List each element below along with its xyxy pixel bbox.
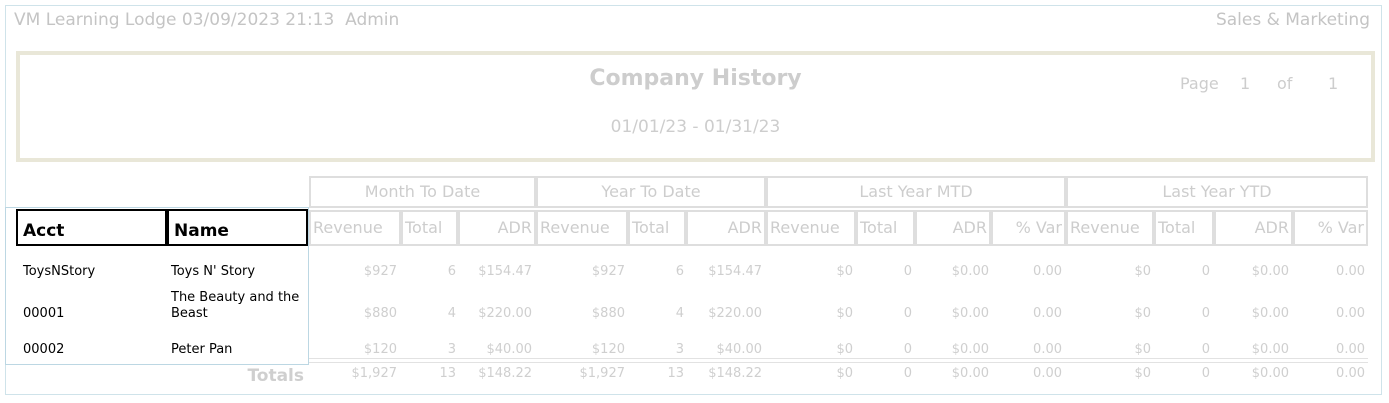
column-header-mtd-adr: ADR: [458, 210, 536, 246]
row-3-mtd-revenue: $120: [363, 342, 397, 357]
column-header-lyytd-total: Total: [1154, 210, 1214, 246]
row-1-lyytd-total: 0: [1201, 264, 1210, 279]
group-header-month-to-date: Month To Date: [309, 176, 536, 208]
totals-separator-2: [309, 362, 1368, 363]
row-1-name: Toys N' Story: [171, 264, 256, 279]
row-3-ytd-total: 3: [675, 342, 684, 357]
row-2-acct: 00001: [23, 306, 65, 321]
totals-lyytd-revenue: $0: [1134, 366, 1151, 381]
totals-ytd-adr: $148.22: [708, 366, 762, 381]
row-2-mtd-adr: $220.00: [478, 306, 532, 321]
row-2-lyytd-adr: $0.00: [1251, 306, 1289, 321]
department-label: Sales & Marketing: [1215, 10, 1370, 30]
report-frame: [5, 5, 1382, 395]
account-section: [5, 207, 309, 365]
row-3-lymtd-total: 0: [903, 342, 912, 357]
row-2-lymtd-adr: $0.00: [951, 306, 989, 321]
row-2-ytd-adr: $220.00: [708, 306, 762, 321]
column-header-lymtd-total: Total: [856, 210, 915, 246]
of-label: of: [1277, 74, 1293, 93]
totals-mtd-total: 13: [439, 366, 456, 381]
column-header-name: Name: [167, 209, 308, 246]
column-header-lyytd-var: % Var: [1293, 210, 1368, 246]
row-1-mtd-total: 6: [447, 264, 456, 279]
totals-lymtd-adr: $0.00: [951, 366, 989, 381]
column-header-lymtd-var: % Var: [991, 210, 1066, 246]
column-header-mtd-total: Total: [401, 210, 458, 246]
group-header-last-year-mtd: Last Year MTD: [766, 176, 1066, 208]
totals-lymtd-total: 0: [903, 366, 912, 381]
row-3-lyytd-total: 0: [1201, 342, 1210, 357]
column-header-lyytd-revenue: Revenue: [1066, 210, 1154, 246]
row-3-lymtd-revenue: $0: [836, 342, 853, 357]
column-header-lymtd-adr: ADR: [915, 210, 991, 246]
row-1-mtd-adr: $154.47: [478, 264, 532, 279]
totals-ytd-total: 13: [667, 366, 684, 381]
totals-lyytd-var: 0.00: [1336, 366, 1365, 381]
column-header-ytd-adr: ADR: [686, 210, 766, 246]
row-3-mtd-adr: $40.00: [486, 342, 533, 357]
row-1-lymtd-adr: $0.00: [951, 264, 989, 279]
row-3-lyytd-var: 0.00: [1336, 342, 1365, 357]
row-2-ytd-revenue: $880: [591, 306, 625, 321]
row-1-ytd-revenue: $927: [591, 264, 625, 279]
column-header-ytd-revenue: Revenue: [536, 210, 628, 246]
row-3-lymtd-var: 0.00: [1033, 342, 1062, 357]
row-2-ytd-total: 4: [675, 306, 684, 321]
row-3-ytd-adr: $40.00: [716, 342, 763, 357]
report-date-range: 01/01/23 - 01/31/23: [610, 117, 781, 137]
page-total: 1: [1328, 74, 1339, 93]
group-header-year-to-date: Year To Date: [536, 176, 766, 208]
row-1-mtd-revenue: $927: [363, 264, 397, 279]
page-label: Page: [1180, 74, 1219, 93]
row-2-lyytd-total: 0: [1201, 306, 1210, 321]
totals-lyytd-total: 0: [1201, 366, 1210, 381]
row-1-lymtd-var: 0.00: [1033, 264, 1062, 279]
row-2-lymtd-total: 0: [903, 306, 912, 321]
row-2-name: The Beauty and the Beast: [171, 290, 300, 321]
row-3-name: Peter Pan: [171, 342, 233, 357]
row-2-lyytd-var: 0.00: [1336, 306, 1365, 321]
row-1-lyytd-adr: $0.00: [1251, 264, 1289, 279]
totals-label: Totals: [247, 366, 304, 386]
row-2-mtd-total: 4: [447, 306, 456, 321]
row-2-mtd-revenue: $880: [363, 306, 397, 321]
row-2-lyytd-revenue: $0: [1134, 306, 1151, 321]
row-1-ytd-total: 6: [675, 264, 684, 279]
report-title-box: Company History 01/01/23 - 01/31/23 Page…: [16, 51, 1375, 162]
page-number: 1: [1240, 74, 1251, 93]
group-header-last-year-ytd: Last Year YTD: [1066, 176, 1368, 208]
column-header-lyytd-adr: ADR: [1214, 210, 1293, 246]
row-3-lymtd-adr: $0.00: [951, 342, 989, 357]
row-1-lymtd-revenue: $0: [836, 264, 853, 279]
column-header-mtd-revenue: Revenue: [309, 210, 401, 246]
totals-mtd-adr: $148.22: [478, 366, 532, 381]
totals-lymtd-var: 0.00: [1033, 366, 1062, 381]
row-2-lymtd-revenue: $0: [836, 306, 853, 321]
row-1-lyytd-var: 0.00: [1336, 264, 1365, 279]
row-3-acct: 00002: [23, 342, 65, 357]
row-1-lymtd-total: 0: [903, 264, 912, 279]
row-3-lyytd-adr: $0.00: [1251, 342, 1289, 357]
totals-separator: [309, 358, 1368, 359]
column-header-ytd-total: Total: [628, 210, 686, 246]
row-3-ytd-revenue: $120: [591, 342, 625, 357]
totals-mtd-revenue: $1,927: [351, 366, 398, 381]
column-header-lymtd-revenue: Revenue: [766, 210, 856, 246]
column-header-acct: Acct: [16, 209, 167, 246]
totals-ytd-revenue: $1,927: [579, 366, 626, 381]
row-3-lyytd-revenue: $0: [1134, 342, 1151, 357]
row-3-mtd-total: 3: [447, 342, 456, 357]
row-2-lymtd-var: 0.00: [1033, 306, 1062, 321]
totals-lyytd-adr: $0.00: [1251, 366, 1289, 381]
row-1-lyytd-revenue: $0: [1134, 264, 1151, 279]
report-header-info: VM Learning Lodge 03/09/2023 21:13 Admin: [14, 10, 400, 30]
row-1-acct: ToysNStory: [23, 264, 96, 279]
totals-lymtd-revenue: $0: [836, 366, 853, 381]
row-1-ytd-adr: $154.47: [708, 264, 762, 279]
report-title: Company History: [589, 66, 802, 91]
